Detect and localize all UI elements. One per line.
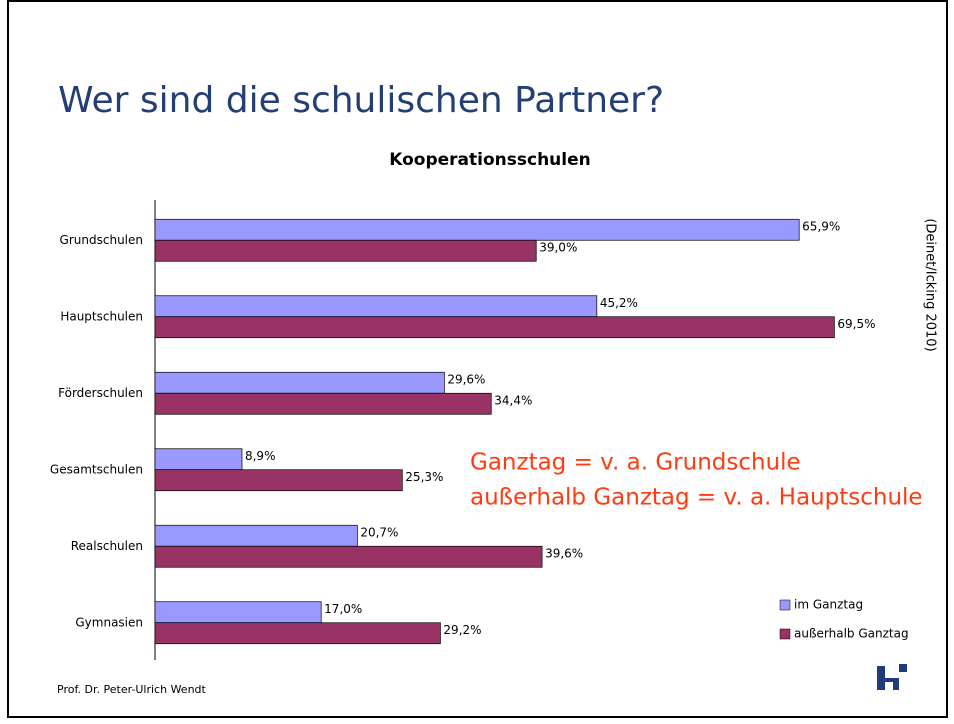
bar: [154, 218, 800, 241]
bar: [154, 316, 835, 339]
y-tick-label: Realschulen: [71, 539, 143, 553]
bar: [154, 601, 322, 624]
data-label: 25,3%: [405, 470, 443, 484]
logo: [877, 664, 907, 690]
data-label: 45,2%: [600, 296, 638, 310]
legend-swatch: [779, 599, 791, 611]
data-label: 29,6%: [447, 372, 485, 386]
annotation: Ganztag = v. a. Grundschule: [470, 450, 801, 476]
bar: [154, 239, 537, 262]
legend-swatch: [779, 628, 791, 640]
data-label: 34,4%: [494, 393, 532, 407]
slide-border: [7, 0, 948, 718]
legend-label: im Ganztag: [794, 598, 863, 612]
bar: [154, 622, 441, 645]
data-label: 39,0%: [539, 240, 577, 254]
data-label: 17,0%: [324, 602, 362, 616]
y-tick-label: Gesamtschulen: [50, 462, 143, 476]
legend-label: außerhalb Ganztag: [794, 627, 909, 641]
bar: [154, 392, 492, 415]
bar: [154, 371, 445, 394]
data-label: 8,9%: [245, 449, 276, 463]
y-tick-label: Grundschulen: [60, 233, 143, 247]
bar: [154, 469, 403, 492]
bar: [154, 295, 598, 318]
footer: Prof. Dr. Peter-Ulrich Wendt: [57, 683, 207, 696]
y-tick-label: Hauptschulen: [60, 309, 143, 323]
chart-title: Kooperationsschulen: [389, 150, 591, 170]
y-tick-label: Gymnasien: [75, 615, 143, 629]
y-tick-label: Förderschulen: [58, 386, 143, 400]
slide-title: Wer sind die schulischen Partner?: [58, 80, 664, 121]
data-label: 65,9%: [802, 219, 840, 233]
data-label: 20,7%: [360, 525, 398, 539]
bar: [154, 524, 358, 547]
source: (Deinet/Icking 2010): [923, 218, 938, 351]
bar: [154, 545, 543, 568]
bar: [154, 448, 243, 471]
annotation: außerhalb Ganztag = v. a. Hauptschule: [470, 485, 923, 511]
data-label: 29,2%: [443, 623, 481, 637]
data-label: 39,6%: [545, 546, 583, 560]
data-label: 69,5%: [837, 317, 875, 331]
